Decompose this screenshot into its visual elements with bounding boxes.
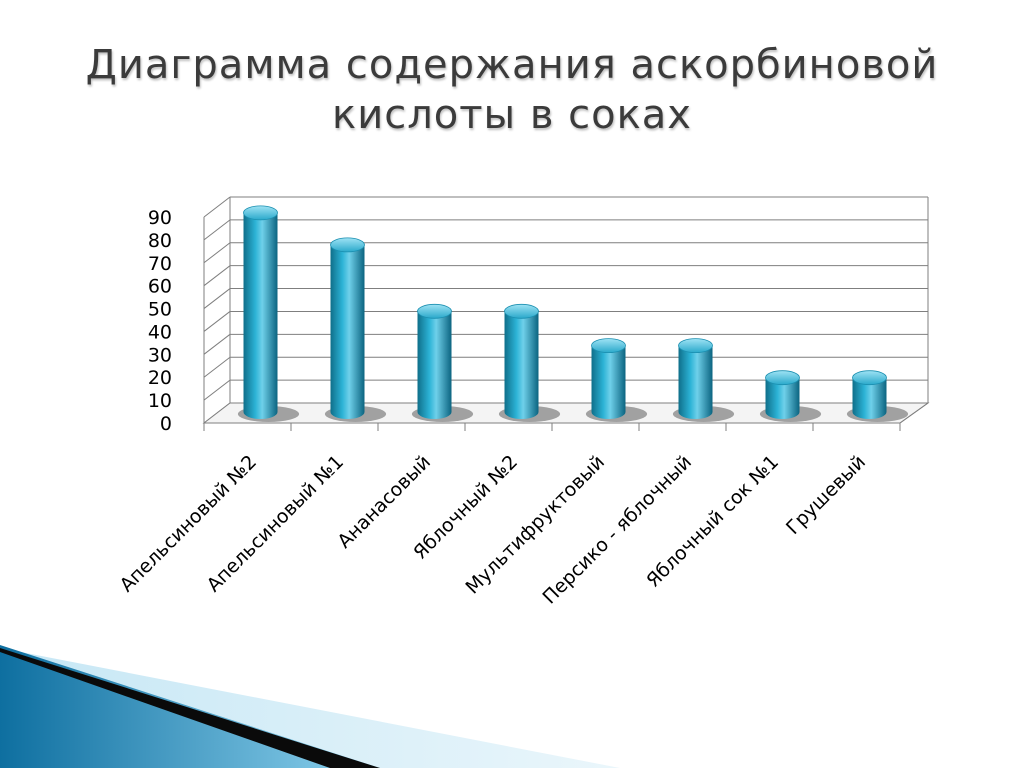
gridline-side [203, 219, 231, 241]
chart-title-line2: кислоты в соках [332, 92, 692, 138]
gridline-side [203, 288, 231, 309]
gridline-side [203, 196, 231, 218]
gridline-side [203, 333, 231, 355]
bar [852, 377, 887, 420]
y-tick-label: 80 [148, 230, 172, 252]
y-tick-label: 90 [148, 207, 172, 229]
floor-right-edge [899, 402, 929, 424]
bar [504, 311, 539, 420]
gridline-side [203, 356, 231, 378]
chart-floor [202, 402, 930, 431]
gridline-side [203, 311, 231, 332]
bar [765, 377, 800, 420]
bar-top [504, 303, 539, 319]
bar [678, 345, 713, 420]
corner-band-dark [0, 648, 380, 768]
corner-band-blue [0, 645, 380, 768]
bar-top [417, 303, 452, 319]
y-tick-label: 30 [148, 344, 172, 366]
bar-top [678, 338, 713, 354]
slide-corner-decoration [0, 645, 620, 768]
bar-top [765, 370, 800, 386]
chart-title-line1: Диаграмма содержания аскорбиновой [85, 42, 939, 88]
y-tick-label: 20 [148, 367, 172, 389]
bar-top [330, 237, 365, 253]
bar [591, 345, 626, 420]
gridline-side [203, 379, 231, 401]
gridline-side [203, 242, 231, 264]
y-tick-label: 10 [148, 390, 172, 412]
bar [417, 311, 452, 420]
bar-top [852, 370, 887, 386]
chart-bars [237, 205, 909, 422]
bar-top [591, 338, 626, 354]
chart-grid [203, 196, 929, 424]
x-tick-label: Грушевый [782, 451, 870, 539]
bar-top [243, 205, 278, 221]
chart-title: Диаграмма содержания аскорбиновой кислот… [40, 40, 984, 140]
bar [243, 212, 278, 420]
y-tick-label: 40 [148, 321, 172, 343]
y-tick-label: 50 [148, 299, 172, 321]
y-tick-label: 0 [160, 413, 172, 435]
y-tick-label: 60 [148, 276, 172, 298]
y-tick-label: 70 [148, 253, 172, 275]
bar [330, 244, 365, 420]
x-tick-label: Персико - яблочный [539, 451, 697, 609]
gridline-side [203, 265, 231, 287]
